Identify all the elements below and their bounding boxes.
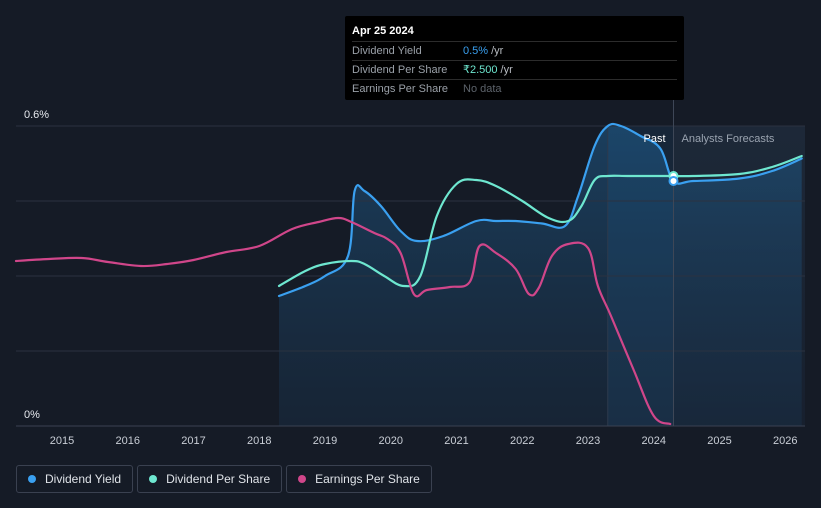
y-tick-label: 0.6% [24, 109, 49, 121]
tooltip-unit: /yr [500, 64, 513, 76]
chart-tooltip: Apr 25 2024 Dividend Yield 0.5% /yr Divi… [345, 16, 684, 100]
legend-item-earnings-per-share[interactable]: Earnings Per Share [286, 465, 432, 493]
legend-label: Dividend Yield [45, 472, 122, 486]
dividend-yield-marker [668, 176, 679, 186]
x-tick-label: 2024 [642, 435, 666, 447]
tooltip-row-earnings-per-share: Earnings Per Share No data [352, 80, 677, 98]
x-tick-label: 2021 [444, 435, 468, 447]
tooltip-label: Dividend Yield [352, 45, 422, 57]
past-label: Past [643, 133, 665, 145]
x-tick-label: 2017 [181, 435, 205, 447]
dividend-yield-area [279, 123, 802, 426]
x-tick-label: 2020 [379, 435, 403, 447]
x-tick-label: 2022 [510, 435, 534, 447]
x-tick-label: 2025 [707, 435, 731, 447]
x-tick-label: 2023 [576, 435, 600, 447]
tooltip-row-dividend-yield: Dividend Yield 0.5% /yr [352, 42, 677, 61]
legend-swatch [298, 475, 307, 483]
chart-legend: Dividend Yield Dividend Per Share Earnin… [16, 465, 432, 493]
tooltip-value: No data [463, 83, 502, 95]
legend-label: Earnings Per Share [315, 472, 420, 486]
x-tick-label: 2026 [773, 435, 797, 447]
y-tick-label: 0% [24, 409, 40, 421]
legend-label: Dividend Per Share [166, 472, 271, 486]
tooltip-label: Earnings Per Share [352, 83, 448, 95]
forecast-label: Analysts Forecasts [682, 133, 775, 145]
legend-item-dividend-yield[interactable]: Dividend Yield [16, 465, 134, 493]
tooltip-unit: /yr [491, 45, 504, 57]
legend-swatch [28, 475, 36, 483]
tooltip-date: Apr 25 2024 [352, 24, 677, 42]
legend-swatch [149, 475, 158, 483]
x-tick-label: 2016 [116, 435, 140, 447]
tooltip-value: ₹2.500 [463, 64, 498, 76]
legend-item-dividend-per-share[interactable]: Dividend Per Share [137, 465, 283, 493]
tooltip-value: 0.5% [463, 45, 489, 57]
tooltip-row-dividend-per-share: Dividend Per Share ₹2.500 /yr [352, 61, 677, 80]
x-tick-label: 2018 [247, 435, 271, 447]
x-tick-label: 2015 [50, 435, 74, 447]
x-tick-label: 2019 [313, 435, 337, 447]
tooltip-label: Dividend Per Share [352, 64, 448, 76]
earnings-per-share-line [14, 216, 672, 426]
